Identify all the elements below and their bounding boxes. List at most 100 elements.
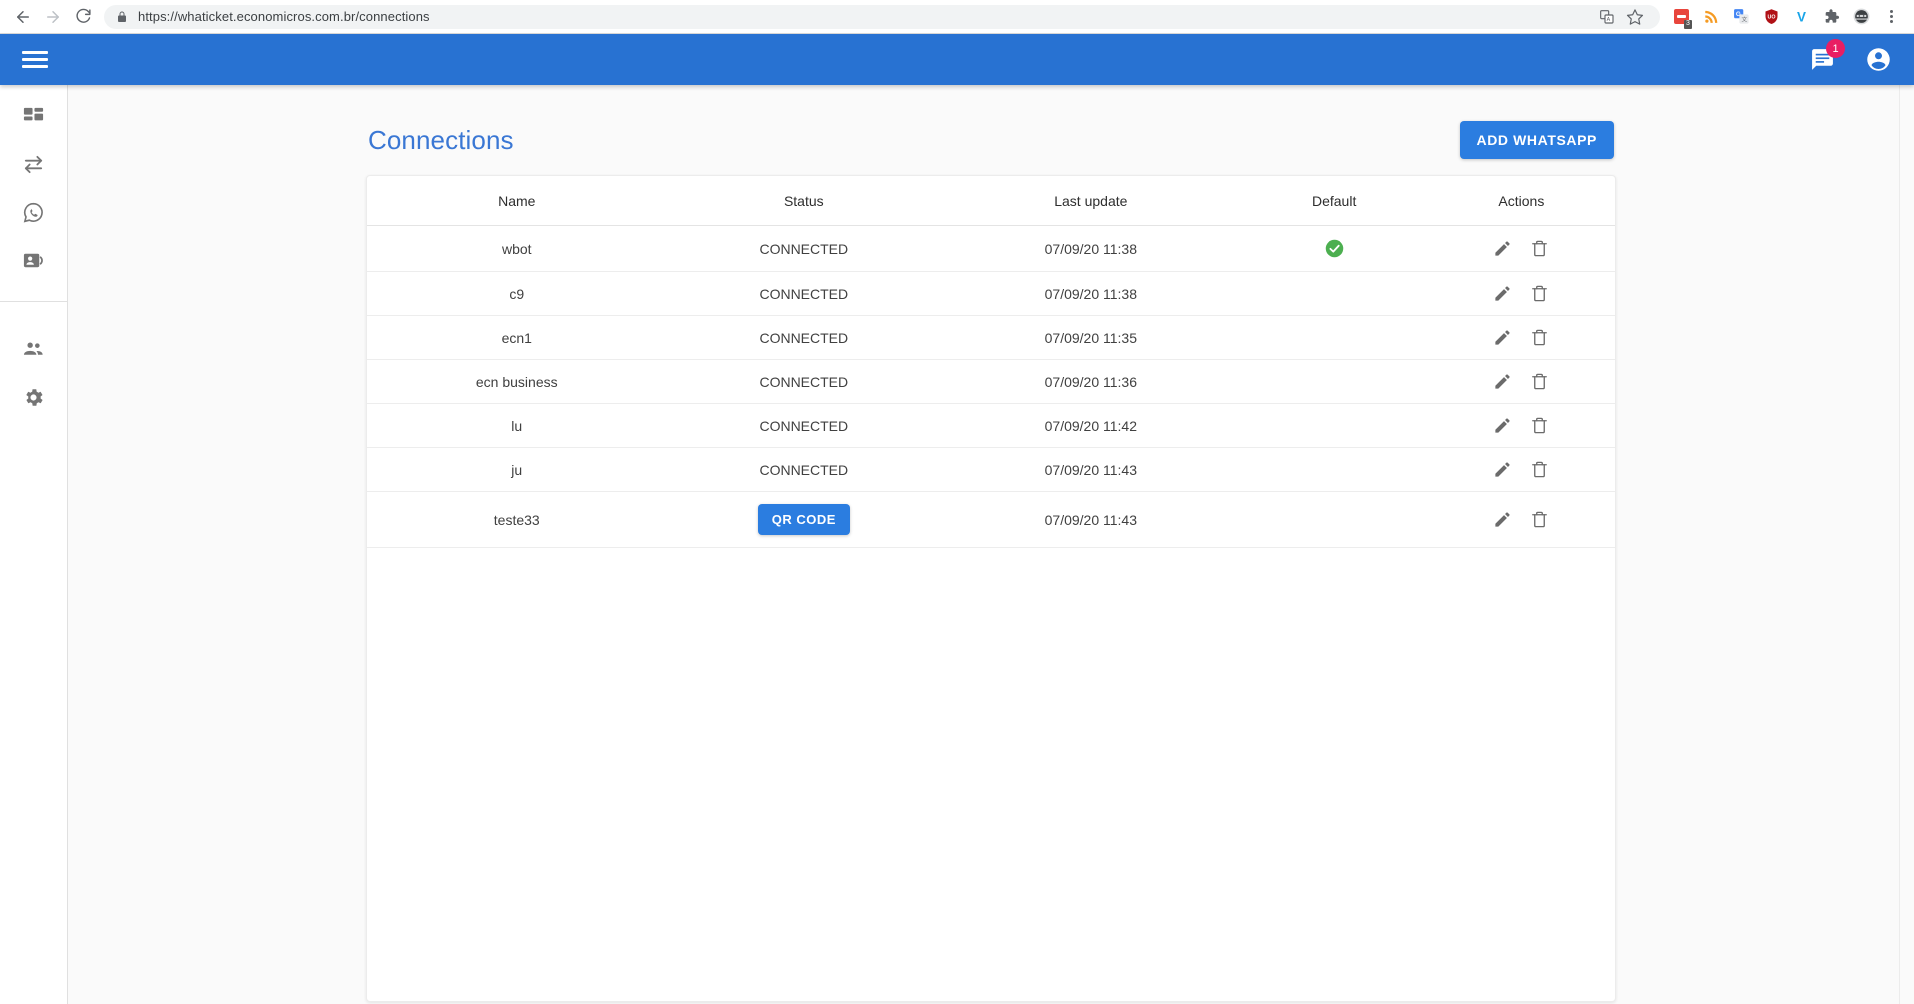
three-dot-menu-icon[interactable]: [1878, 4, 1904, 30]
svg-text:V: V: [1797, 9, 1806, 24]
edit-pencil-icon[interactable]: [1493, 372, 1512, 391]
row-actions: [1438, 328, 1605, 347]
sidebar-item-dashboard[interactable]: [0, 95, 67, 143]
edit-pencil-icon[interactable]: [1493, 284, 1512, 303]
hamburger-menu-icon[interactable]: [22, 51, 48, 68]
star-icon[interactable]: [1622, 4, 1648, 30]
gear-icon: [22, 386, 45, 414]
delete-trash-icon[interactable]: [1530, 372, 1549, 391]
delete-trash-icon[interactable]: [1530, 460, 1549, 479]
cell-last-update: 07/09/20 11:43: [941, 491, 1241, 548]
svg-text:UO: UO: [1767, 15, 1775, 21]
sidebar-divider: [0, 301, 67, 302]
edit-pencil-icon[interactable]: [1493, 239, 1512, 258]
cell-status: CONNECTED: [666, 359, 942, 404]
cell-default: [1240, 359, 1428, 404]
cell-name: lu: [367, 403, 667, 448]
table-row: c9 CONNECTED 07/09/20 11:38: [367, 271, 1615, 316]
row-actions: [1438, 416, 1605, 435]
cell-actions: [1427, 447, 1615, 492]
column-header-actions: Actions: [1427, 176, 1615, 226]
badge-extension-icon[interactable]: 3: [1668, 4, 1694, 30]
cell-default: [1240, 403, 1428, 448]
cell-name: c9: [367, 271, 667, 316]
edit-pencil-icon[interactable]: [1493, 460, 1512, 479]
table-row: ecn1 CONNECTED 07/09/20 11:35: [367, 315, 1615, 360]
contacts-card-icon: [22, 249, 45, 277]
cell-status: CONNECTED: [666, 271, 942, 316]
people-icon: [22, 338, 45, 366]
sidebar-item-tickets[interactable]: [0, 143, 67, 191]
page-header: Connections ADD WHATSAPP: [366, 107, 1616, 175]
account-circle-icon[interactable]: [1865, 46, 1892, 73]
cell-default: [1240, 491, 1428, 548]
dashboard-grid-icon: [22, 105, 45, 133]
puzzle-extensions-icon[interactable]: [1818, 4, 1844, 30]
cell-actions: [1427, 225, 1615, 272]
edit-pencil-icon[interactable]: [1493, 416, 1512, 435]
column-header-last-update: Last update: [941, 176, 1241, 226]
left-sidebar: [0, 85, 68, 1004]
table-row: ecn business CONNECTED 07/09/20 11:36: [367, 359, 1615, 404]
qr-code-button[interactable]: QR CODE: [757, 504, 850, 535]
cell-name: ecn business: [367, 359, 667, 404]
cell-default: [1240, 447, 1428, 492]
row-actions: [1438, 460, 1605, 479]
shield-extension-icon[interactable]: UO: [1758, 4, 1784, 30]
table-body: wbot CONNECTED 07/09/20 11:38 c9 CONNECTED 07…: [367, 225, 1615, 548]
check-circle-icon: [1324, 238, 1345, 259]
connections-card: Name Status Last update Default Actions …: [366, 175, 1616, 1002]
cell-last-update: 07/09/20 11:38: [941, 225, 1241, 272]
table-row: ju CONNECTED 07/09/20 11:43: [367, 447, 1615, 492]
cell-actions: [1427, 271, 1615, 316]
row-actions: [1438, 239, 1605, 258]
sidebar-item-settings[interactable]: [0, 376, 67, 424]
column-header-name: Name: [367, 176, 667, 226]
cell-name: teste33: [367, 491, 667, 548]
delete-trash-icon[interactable]: [1530, 328, 1549, 347]
whatsapp-icon: [22, 201, 45, 229]
application-window: 1: [0, 34, 1914, 1004]
delete-trash-icon[interactable]: [1530, 510, 1549, 529]
cell-status: CONNECTED: [666, 225, 942, 272]
cell-status: QR CODE: [666, 491, 942, 548]
cell-actions: [1427, 359, 1615, 404]
sidebar-item-whatsapp[interactable]: [0, 191, 67, 239]
sidebar-item-users[interactable]: [0, 328, 67, 376]
delete-trash-icon[interactable]: [1530, 416, 1549, 435]
address-bar[interactable]: https://whaticket.economicros.com.br/con…: [104, 4, 1660, 30]
chat-badge-count: 1: [1826, 39, 1845, 58]
rss-feed-icon[interactable]: [1698, 4, 1724, 30]
cell-last-update: 07/09/20 11:43: [941, 447, 1241, 492]
svg-text:G: G: [1735, 11, 1740, 18]
cell-name: wbot: [367, 225, 667, 272]
svg-text:文: 文: [1741, 15, 1747, 23]
v-extension-icon[interactable]: V: [1788, 4, 1814, 30]
column-header-status: Status: [666, 176, 942, 226]
delete-trash-icon[interactable]: [1530, 239, 1549, 258]
back-button[interactable]: [8, 2, 38, 32]
reload-button[interactable]: [68, 2, 98, 32]
cell-last-update: 07/09/20 11:42: [941, 403, 1241, 448]
add-whatsapp-button[interactable]: ADD WHATSAPP: [1459, 121, 1614, 159]
table-row: wbot CONNECTED 07/09/20 11:38: [367, 225, 1615, 272]
profile-avatar-icon[interactable]: [1848, 4, 1874, 30]
cell-default: [1240, 315, 1428, 360]
cell-default: [1240, 225, 1428, 272]
sidebar-item-contacts[interactable]: [0, 239, 67, 287]
page-scrollbar[interactable]: [1899, 85, 1914, 1004]
edit-pencil-icon[interactable]: [1493, 328, 1512, 347]
forward-button[interactable]: [38, 2, 68, 32]
cell-name: ecn1: [367, 315, 667, 360]
main-content: Connections ADD WHATSAPP Name Status Las…: [68, 85, 1914, 1004]
cell-status: CONNECTED: [666, 447, 942, 492]
edit-pencil-icon[interactable]: [1493, 510, 1512, 529]
delete-trash-icon[interactable]: [1530, 284, 1549, 303]
cell-status: CONNECTED: [666, 315, 942, 360]
chat-bubble-icon[interactable]: 1: [1810, 39, 1845, 72]
translate-icon[interactable]: A: [1594, 4, 1620, 30]
column-header-default: Default: [1240, 176, 1428, 226]
cell-last-update: 07/09/20 11:35: [941, 315, 1241, 360]
